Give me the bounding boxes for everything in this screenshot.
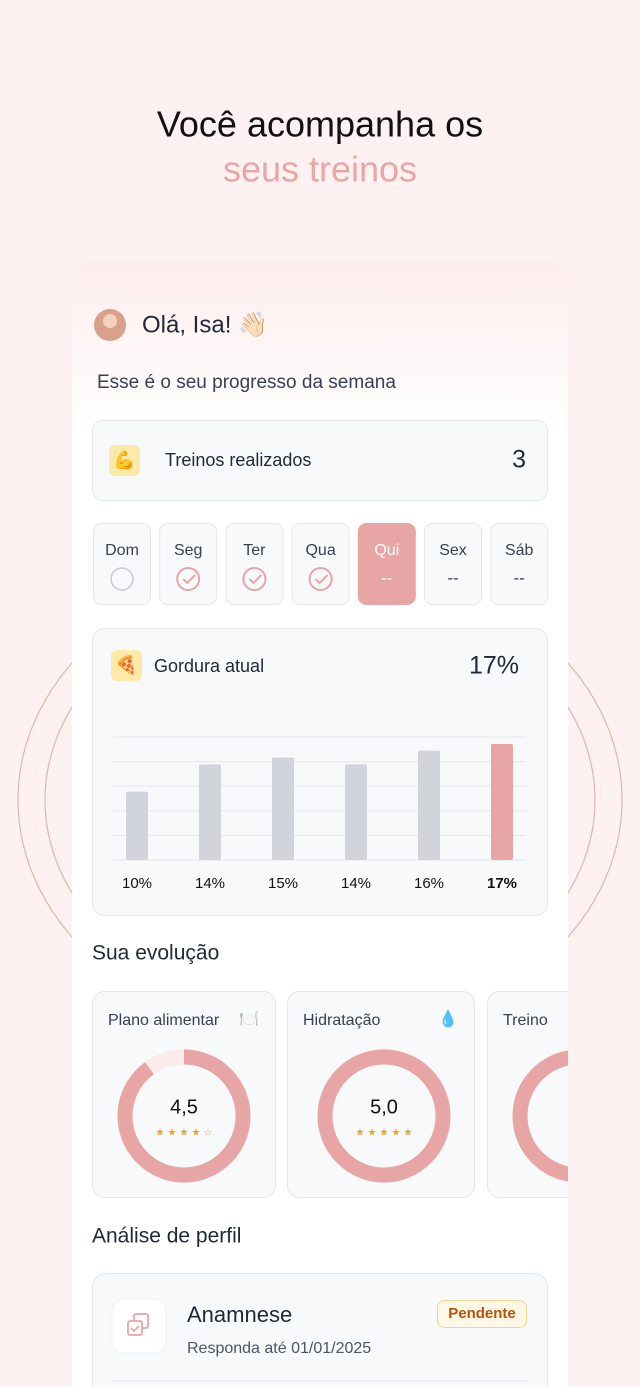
section-title: Sua evolução	[92, 942, 219, 965]
score-card-title: Treino	[503, 1012, 548, 1029]
day-status	[176, 567, 201, 591]
bar-label: 10%	[122, 875, 152, 892]
star: ★	[392, 1128, 401, 1139]
day-label: Ter	[243, 542, 266, 559]
score-ring	[317, 1049, 451, 1183]
bar	[418, 750, 440, 860]
profile-item-subtitle: Responda até 01/01/2025	[187, 1340, 371, 1357]
star: ★	[168, 1128, 177, 1139]
day-cell[interactable]	[93, 523, 151, 605]
content: Olá, Isa! 👋🏻 Esse é o seu progresso da s…	[92, 309, 568, 1387]
bar	[199, 764, 221, 860]
fat-chart: 10% 14% 15% 14% 16% 17%	[113, 736, 526, 892]
star: ★	[180, 1128, 189, 1139]
score-ring	[117, 1049, 251, 1183]
bar	[126, 791, 148, 860]
day-status	[308, 567, 333, 591]
score-card-title: Plano alimentar	[108, 1012, 220, 1029]
bar	[272, 757, 294, 860]
evolution-cards: Plano alimentar 🍽️4,5★ ★ ★ ★ ☆Hidratação 💧5,0★…	[92, 991, 568, 1198]
day-cell[interactable]	[291, 523, 350, 605]
day-status	[110, 567, 134, 591]
star: ★	[192, 1128, 201, 1139]
day-label: Sáb	[505, 542, 534, 559]
bar	[345, 764, 367, 860]
subtitle: Esse é o seu progresso da semana	[97, 372, 396, 393]
status-badge	[437, 1300, 527, 1328]
day-label: Qua	[305, 542, 335, 559]
day-cell[interactable]	[424, 523, 482, 605]
section-title: Análise de perfil	[92, 1225, 241, 1248]
day-cell[interactable]	[225, 523, 284, 605]
day-status: --	[514, 568, 525, 587]
greeting: Olá, Isa! 👋🏻	[142, 311, 268, 338]
bar-label: 16%	[414, 875, 444, 892]
score-card-icon: 🍽️	[239, 1010, 259, 1028]
doc-icon	[127, 1313, 149, 1336]
icon: 💪	[113, 449, 135, 470]
avatar-face	[103, 314, 117, 328]
day-label: Qui	[374, 542, 399, 559]
status-badge-text: Pendente	[448, 1305, 516, 1322]
fat-label: Gordura atual	[154, 656, 264, 676]
profile-item-title: Anamnese	[187, 1302, 292, 1327]
score-card-icon: 💧	[438, 1009, 458, 1028]
day-label: Dom	[105, 542, 139, 559]
day-cell[interactable]	[490, 523, 549, 605]
day-label: Seg	[174, 542, 202, 559]
star: ★	[156, 1128, 165, 1139]
profile-card[interactable]	[92, 1273, 548, 1387]
fat-current: 17%	[469, 652, 519, 680]
check	[182, 574, 196, 585]
bar	[491, 743, 513, 860]
icon-bg	[109, 445, 140, 476]
workouts-label: Treinos realizados	[165, 450, 311, 470]
workouts-card	[92, 420, 548, 501]
star: ★	[404, 1128, 413, 1139]
bar-label: 15%	[268, 875, 298, 892]
check	[314, 574, 329, 585]
title: Você acompanha os	[157, 104, 483, 145]
day-label: Sex	[439, 542, 467, 559]
day-status	[242, 567, 267, 591]
bar-label: 14%	[341, 875, 371, 892]
icon: 🍕	[115, 654, 137, 675]
score-value: 5,0	[370, 1096, 398, 1118]
check	[248, 574, 263, 585]
day-cell[interactable]	[159, 523, 218, 605]
bar-label: 17%	[487, 875, 517, 892]
score-ring	[512, 1049, 568, 1183]
title-accent: seus treinos	[223, 149, 417, 190]
star: ★	[356, 1128, 365, 1139]
star: ★	[368, 1128, 377, 1139]
workouts-count: 3	[512, 446, 526, 474]
day-status: --	[447, 568, 458, 587]
star: ★	[380, 1128, 389, 1139]
icon-bg	[111, 650, 142, 681]
star: ☆	[204, 1128, 213, 1139]
day-cell[interactable]	[357, 523, 416, 605]
score-value: 4,5	[170, 1096, 198, 1118]
score-card-title: Hidratação	[303, 1012, 380, 1029]
day-status: --	[381, 568, 392, 587]
bar-label: 14%	[195, 875, 225, 892]
